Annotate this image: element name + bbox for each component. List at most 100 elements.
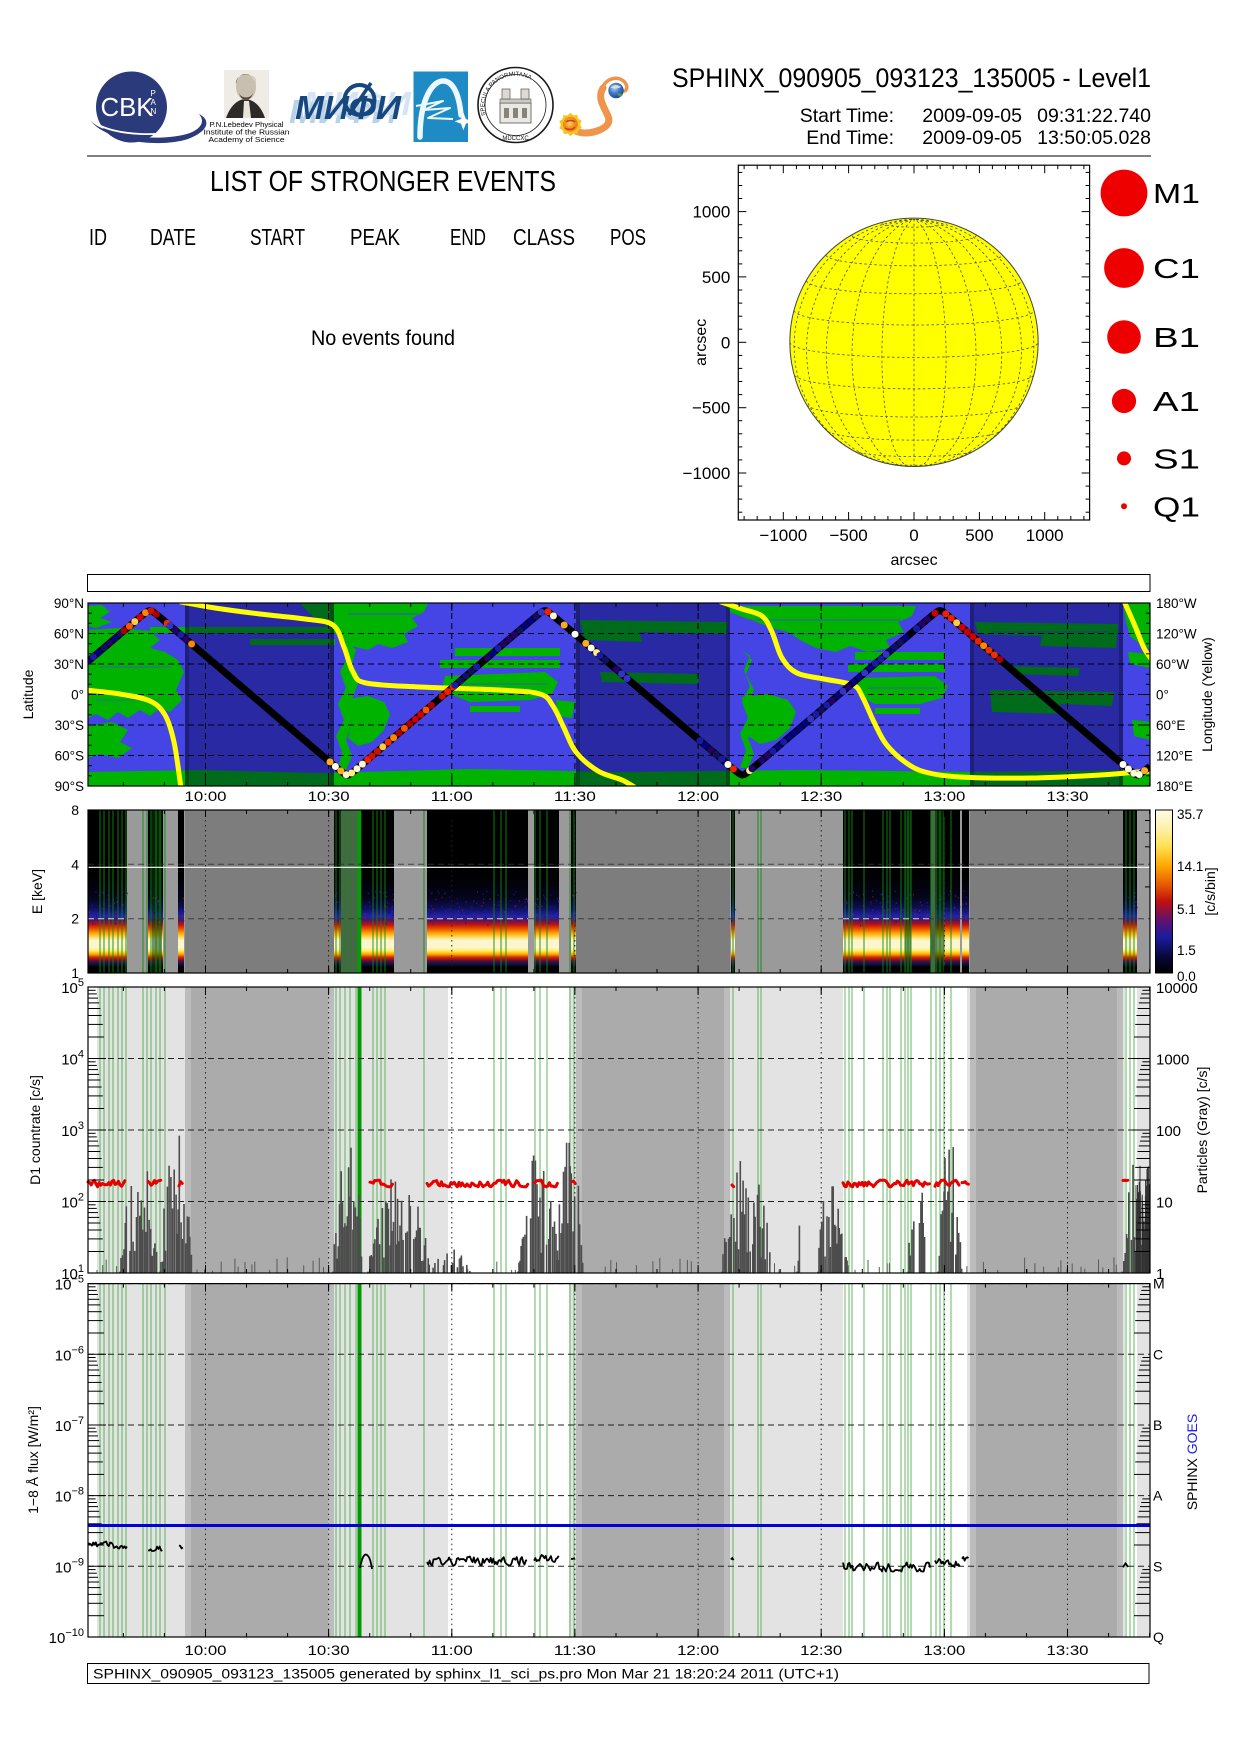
svg-text:2: 2 — [71, 911, 79, 927]
svg-text:8: 8 — [71, 802, 79, 818]
svg-text:13:00: 13:00 — [923, 788, 965, 804]
svg-text:2009-09-05: 2009-09-05 — [922, 127, 1022, 149]
svg-text:0.0: 0.0 — [1177, 969, 1196, 984]
svg-text:12:30: 12:30 — [800, 1642, 842, 1658]
svg-text:13:30: 13:30 — [1047, 788, 1089, 804]
svg-text:PEAK: PEAK — [350, 224, 401, 250]
svg-text:4: 4 — [71, 856, 79, 872]
svg-text:CLASS: CLASS — [513, 224, 575, 250]
svg-text:0°: 0° — [71, 688, 84, 703]
svg-text:B: B — [1153, 1417, 1162, 1433]
svg-text:12:00: 12:00 — [677, 1642, 719, 1658]
svg-text:10:00: 10:00 — [185, 788, 227, 804]
svg-text:D1 countrate [c/s]: D1 countrate [c/s] — [27, 1075, 43, 1185]
svg-text:0°: 0° — [1156, 688, 1169, 703]
svg-text:2009-09-05: 2009-09-05 — [922, 105, 1022, 127]
svg-text:Start Time:: Start Time: — [800, 105, 894, 127]
svg-text:180°W: 180°W — [1156, 596, 1197, 611]
svg-text:[c/s/bin]: [c/s/bin] — [1202, 867, 1218, 915]
svg-text:35.7: 35.7 — [1177, 807, 1203, 822]
svg-text:0: 0 — [721, 333, 730, 352]
svg-text:E [keV]: E [keV] — [29, 869, 45, 914]
svg-text:10: 10 — [1156, 1195, 1173, 1212]
svg-text:11:00: 11:00 — [431, 788, 473, 804]
svg-text:10:30: 10:30 — [308, 1642, 350, 1658]
svg-text:Q1: Q1 — [1153, 491, 1200, 522]
svg-text:S1: S1 — [1153, 443, 1200, 474]
svg-text:120°W: 120°W — [1156, 627, 1197, 642]
svg-text:Institute of the Russian: Institute of the Russian — [204, 128, 290, 137]
svg-text:5.1: 5.1 — [1177, 902, 1196, 917]
svg-text:12:30: 12:30 — [800, 788, 842, 804]
svg-text:11:30: 11:30 — [554, 1642, 596, 1658]
svg-text:30°S: 30°S — [55, 718, 84, 733]
svg-text:Latitude: Latitude — [20, 669, 36, 719]
svg-text:SPHINX_090905_093123_135005 -: SPHINX_090905_093123_135005 - Level1 — [672, 63, 1151, 93]
svg-text:No events found: No events found — [311, 327, 455, 350]
svg-text:POS: POS — [610, 224, 646, 250]
svg-text:100: 100 — [1156, 1123, 1181, 1140]
svg-text:arcsec: arcsec — [693, 319, 710, 366]
svg-text:Q: Q — [1153, 1629, 1164, 1645]
svg-text:C1: C1 — [1153, 253, 1200, 284]
svg-text:180°E: 180°E — [1156, 779, 1193, 794]
svg-text:M1: M1 — [1153, 178, 1200, 209]
svg-text:−500: −500 — [692, 399, 730, 418]
svg-text:90°S: 90°S — [55, 779, 84, 794]
svg-text:MDCCXC: MDCCXC — [502, 136, 529, 142]
svg-text:−1000: −1000 — [683, 464, 731, 483]
svg-text:60°W: 60°W — [1156, 657, 1189, 672]
svg-text:14.1: 14.1 — [1177, 859, 1203, 874]
svg-text:N: N — [151, 107, 157, 116]
svg-text:−1000: −1000 — [759, 526, 807, 545]
svg-text:120°E: 120°E — [1156, 749, 1193, 764]
svg-text:LIST OF STRONGER EVENTS: LIST OF STRONGER EVENTS — [210, 166, 556, 198]
svg-text:10:00: 10:00 — [185, 1642, 227, 1658]
svg-text:S: S — [1153, 1558, 1162, 1574]
svg-text:C: C — [1153, 1346, 1163, 1362]
svg-text:12:00: 12:00 — [677, 788, 719, 804]
svg-text:B1: B1 — [1153, 322, 1200, 353]
svg-text:13:50:05.028: 13:50:05.028 — [1037, 127, 1151, 149]
svg-text:Particles (Gray) [c/s]: Particles (Gray) [c/s] — [1194, 1067, 1210, 1194]
svg-text:Academy of Science: Academy of Science — [209, 135, 285, 144]
svg-text:1: 1 — [1156, 1266, 1164, 1283]
svg-text:arcsec: arcsec — [890, 552, 937, 569]
svg-text:DATE: DATE — [150, 224, 196, 250]
svg-text:13:00: 13:00 — [923, 1642, 965, 1658]
svg-text:A: A — [1153, 1488, 1163, 1504]
svg-text:End Time:: End Time: — [806, 127, 894, 149]
svg-text:P.N.Lebedev Physical: P.N.Lebedev Physical — [210, 120, 284, 129]
svg-text:M: M — [1153, 1276, 1165, 1292]
svg-text:60°N: 60°N — [54, 627, 84, 642]
svg-text:90°N: 90°N — [54, 596, 84, 611]
svg-text:13:30: 13:30 — [1047, 1642, 1089, 1658]
svg-text:Longitude (Yellow): Longitude (Yellow) — [1199, 637, 1215, 752]
svg-text:CBK: CBK — [101, 92, 155, 122]
svg-text:500: 500 — [965, 526, 993, 545]
svg-text:START: START — [250, 224, 305, 250]
svg-text:1−8 Å flux [W/m²]: 1−8 Å flux [W/m²] — [25, 1406, 41, 1514]
svg-text:−500: −500 — [829, 526, 867, 545]
svg-text:60°S: 60°S — [55, 749, 84, 764]
svg-text:11:00: 11:00 — [431, 1642, 473, 1658]
svg-text:1: 1 — [71, 965, 79, 981]
svg-text:500: 500 — [702, 268, 730, 287]
svg-text:SPHINX_090905_093123_135005 ge: SPHINX_090905_093123_135005 generated by… — [93, 1667, 839, 1682]
svg-text:10:30: 10:30 — [308, 788, 350, 804]
svg-text:1000: 1000 — [1026, 526, 1064, 545]
svg-text:30°N: 30°N — [54, 657, 84, 672]
svg-text:1000: 1000 — [692, 203, 730, 222]
svg-text:1.5: 1.5 — [1177, 943, 1196, 958]
svg-text:END: END — [450, 224, 486, 250]
svg-text:11:30: 11:30 — [554, 788, 596, 804]
svg-text:10000: 10000 — [1156, 980, 1198, 997]
svg-text:09:31:22.740: 09:31:22.740 — [1037, 105, 1151, 127]
svg-text:A: A — [151, 98, 157, 107]
svg-text:P: P — [151, 89, 156, 98]
svg-text:ID: ID — [89, 224, 107, 250]
svg-text:0: 0 — [909, 526, 918, 545]
svg-text:SPHINX GOES: SPHINX GOES — [1184, 1414, 1200, 1510]
svg-text:60°E: 60°E — [1156, 718, 1185, 733]
svg-text:A1: A1 — [1153, 386, 1200, 417]
